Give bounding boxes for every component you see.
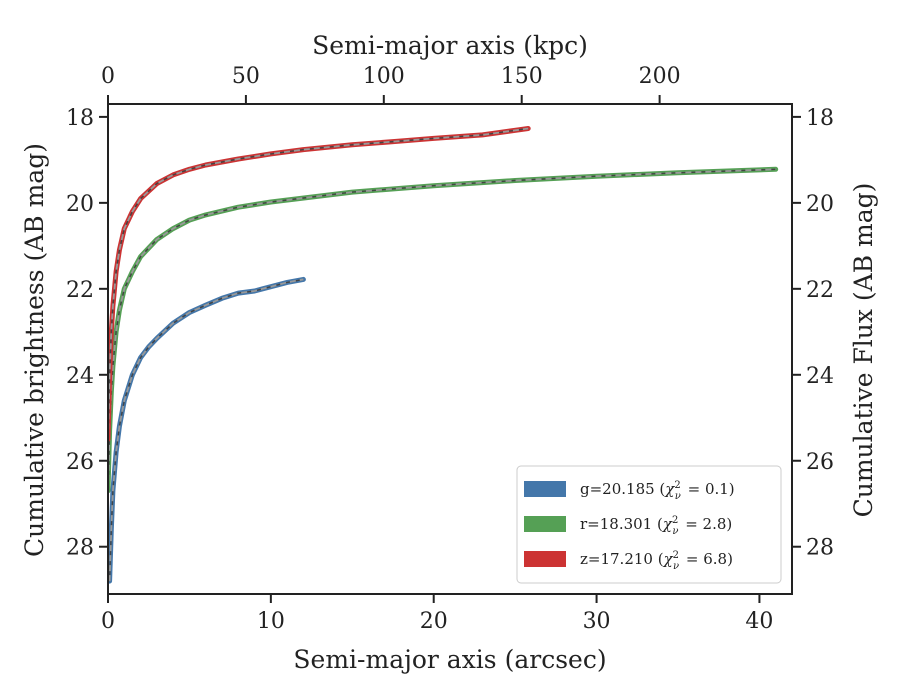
legend: g=20.185 (χ2 ν = 0.1) r=18.301 (χ2 ν = 2.8)… xyxy=(516,465,782,584)
x-tick-label: 0 xyxy=(101,609,115,634)
right-y-tick-label: 28 xyxy=(806,536,834,561)
y-tick-label: 28 xyxy=(66,536,94,561)
series-model-0 xyxy=(108,278,304,582)
left-axis: 18 20 22 24 26 28 xyxy=(66,106,108,561)
x-tick-label: 10 xyxy=(257,609,285,634)
top-x-tick-label: 150 xyxy=(501,64,543,89)
y-tick-label: 26 xyxy=(66,450,94,475)
plot-frame xyxy=(107,103,793,595)
x-tick-label: 30 xyxy=(583,609,611,634)
right-y-tick-label: 20 xyxy=(806,192,834,217)
legend-swatch-0 xyxy=(524,481,566,497)
y-axis-label: Cumulative brightness (AB mag) xyxy=(20,143,49,557)
top-x-axis-label: Semi-major axis (kpc) xyxy=(312,31,588,60)
series-line-1 xyxy=(108,168,776,491)
right-y-tick-label: 24 xyxy=(806,364,834,389)
right-y-axis-label: Cumulative Flux (AB mag) xyxy=(849,183,878,518)
right-y-tick-label: 18 xyxy=(806,106,834,131)
top-axis: 0 50 100 150 200 xyxy=(101,64,681,104)
series-line-0 xyxy=(108,278,304,582)
x-axis-label: Semi-major axis (arcsec) xyxy=(293,645,606,674)
x-tick-label: 40 xyxy=(745,609,773,634)
x-tick-label: 20 xyxy=(420,609,448,634)
series-band-1 xyxy=(108,166,779,494)
right-axis: 18 20 22 24 26 28 xyxy=(792,106,834,561)
legend-swatch-2 xyxy=(524,551,566,567)
right-y-tick-label: 26 xyxy=(806,450,834,475)
y-tick-label: 24 xyxy=(66,364,94,389)
y-tick-label: 18 xyxy=(66,106,94,131)
series-band-0 xyxy=(108,276,306,584)
top-x-tick-label: 50 xyxy=(232,64,260,89)
right-y-tick-label: 22 xyxy=(806,278,834,303)
series-layer xyxy=(108,126,779,584)
top-x-tick-label: 100 xyxy=(363,64,405,89)
series-model-1 xyxy=(108,168,776,491)
legend-label-2: z=17.210 (χ2 ν = 6.8) xyxy=(580,550,733,572)
y-tick-label: 22 xyxy=(66,278,94,303)
y-tick-label: 20 xyxy=(66,192,94,217)
top-x-tick-label: 0 xyxy=(101,64,115,89)
legend-label-1: r=18.301 (χ2 ν = 2.8) xyxy=(580,515,732,537)
top-x-tick-label: 200 xyxy=(639,64,681,89)
legend-swatch-1 xyxy=(524,516,566,532)
series-model-2 xyxy=(108,127,529,440)
legend-box xyxy=(516,465,782,584)
bottom-axis: 0 10 20 30 40 xyxy=(101,594,773,634)
legend-label-0: g=20.185 (χ2 ν = 0.1) xyxy=(580,480,735,502)
